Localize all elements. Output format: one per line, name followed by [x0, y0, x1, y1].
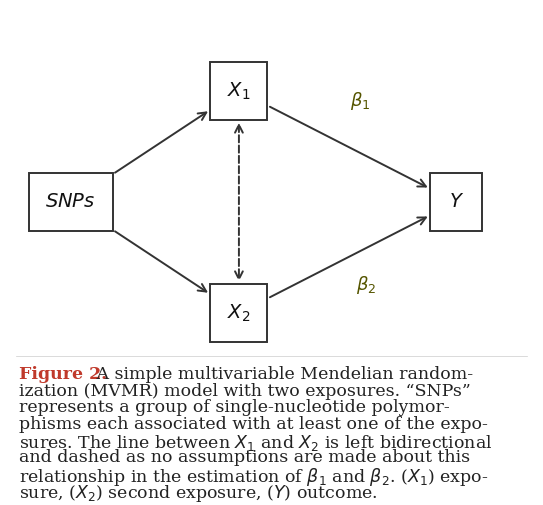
Text: $\beta_2$: $\beta_2$: [356, 274, 376, 296]
Text: relationship in the estimation of $\beta_1$ and $\beta_2$. ($X_1$) expo-: relationship in the estimation of $\beta…: [19, 466, 488, 488]
Text: sure, ($X_2$) second exposure, ($Y$) outcome.: sure, ($X_2$) second exposure, ($Y$) out…: [19, 483, 378, 504]
Text: sures. The line between $X_1$ and $X_2$ is left bidirectional: sures. The line between $X_1$ and $X_2$ …: [19, 433, 493, 453]
FancyBboxPatch shape: [211, 62, 268, 120]
FancyBboxPatch shape: [430, 173, 482, 231]
Text: phisms each associated with at least one of the expo-: phisms each associated with at least one…: [19, 416, 488, 433]
Text: A simple multivariable Mendelian random-: A simple multivariable Mendelian random-: [91, 366, 473, 383]
Text: $X_2$: $X_2$: [227, 302, 251, 324]
FancyBboxPatch shape: [29, 173, 113, 231]
Text: and dashed as no assumptions are made about this: and dashed as no assumptions are made ab…: [19, 449, 470, 467]
Text: $X_1$: $X_1$: [227, 80, 251, 102]
Text: $\mathit{SNPs}$: $\mathit{SNPs}$: [46, 193, 96, 211]
Text: Figure 2.: Figure 2.: [19, 366, 107, 383]
Text: ization (MVMR) model with two exposures. “SNPs”: ization (MVMR) model with two exposures.…: [19, 383, 471, 400]
FancyBboxPatch shape: [211, 284, 268, 342]
Text: $\beta_1$: $\beta_1$: [350, 90, 371, 112]
Text: $Y$: $Y$: [449, 193, 464, 211]
Text: represents a group of single-nucleotide polymor-: represents a group of single-nucleotide …: [19, 399, 450, 417]
